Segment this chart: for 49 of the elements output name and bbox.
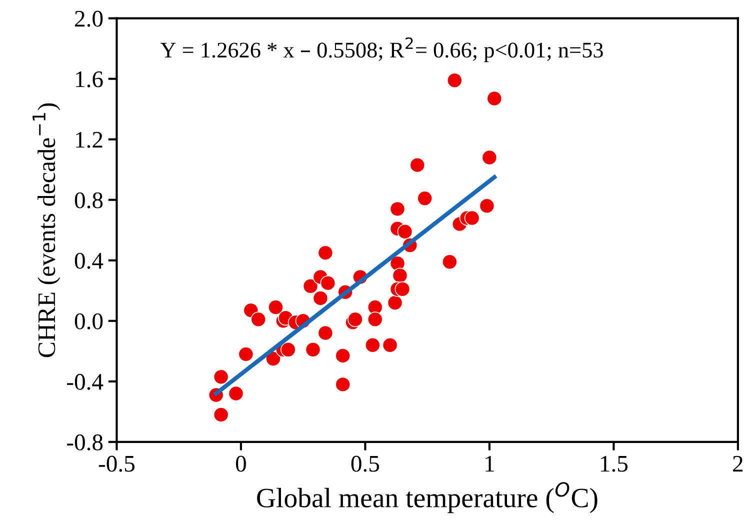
y-tick-label: -0.8 bbox=[67, 434, 103, 450]
x-tick-label: 0 bbox=[236, 456, 246, 472]
y-tick-label: 0.8 bbox=[74, 192, 103, 208]
point bbox=[479, 198, 495, 214]
y-tick-label: 0.4 bbox=[74, 252, 104, 269]
y-tick-label: 1.6 bbox=[76, 71, 103, 88]
point bbox=[417, 190, 433, 206]
y-tick-label: -0.4 bbox=[67, 374, 104, 390]
point bbox=[367, 312, 383, 328]
point bbox=[482, 150, 498, 166]
point bbox=[280, 342, 296, 358]
point bbox=[305, 342, 321, 358]
y-tick-label: 2.0 bbox=[75, 10, 103, 27]
x-tick-label: -0.5 bbox=[98, 456, 134, 472]
point bbox=[213, 369, 229, 385]
point bbox=[392, 268, 408, 284]
annotation: Y = 1.2626 * x – 0.5508; R$^{2}$= 0.66; p<0.01; n=53 bbox=[160, 37, 603, 62]
x-tick-label: 0.5 bbox=[351, 456, 380, 472]
point bbox=[228, 386, 244, 402]
point bbox=[387, 295, 403, 310]
point bbox=[312, 290, 328, 306]
x-tick-label: 1.5 bbox=[601, 456, 628, 472]
point bbox=[486, 90, 502, 106]
point bbox=[364, 337, 380, 353]
y-axis-title: CHRE (events decade$^{−1}$) bbox=[32, 103, 60, 358]
x-tick-label: 2 bbox=[733, 456, 743, 472]
point bbox=[335, 376, 351, 392]
point bbox=[394, 281, 410, 297]
point bbox=[446, 72, 462, 88]
y-tick-label: 0.0 bbox=[74, 313, 103, 330]
point bbox=[410, 157, 426, 173]
point bbox=[250, 312, 266, 328]
point bbox=[390, 201, 406, 217]
point bbox=[442, 254, 458, 270]
point bbox=[238, 346, 254, 362]
x-axis-title: Global mean temperature ($^{O}$C) bbox=[257, 482, 598, 514]
point bbox=[397, 224, 413, 240]
y-tick-label: 1.2 bbox=[76, 132, 102, 148]
point bbox=[302, 278, 318, 294]
point bbox=[268, 300, 284, 315]
point bbox=[464, 210, 480, 226]
point bbox=[382, 337, 398, 353]
point bbox=[318, 245, 334, 261]
point bbox=[213, 407, 229, 422]
point bbox=[320, 275, 336, 291]
point bbox=[318, 325, 334, 341]
point bbox=[348, 312, 363, 328]
x-tick-label: 1 bbox=[486, 456, 494, 472]
point bbox=[335, 348, 351, 364]
